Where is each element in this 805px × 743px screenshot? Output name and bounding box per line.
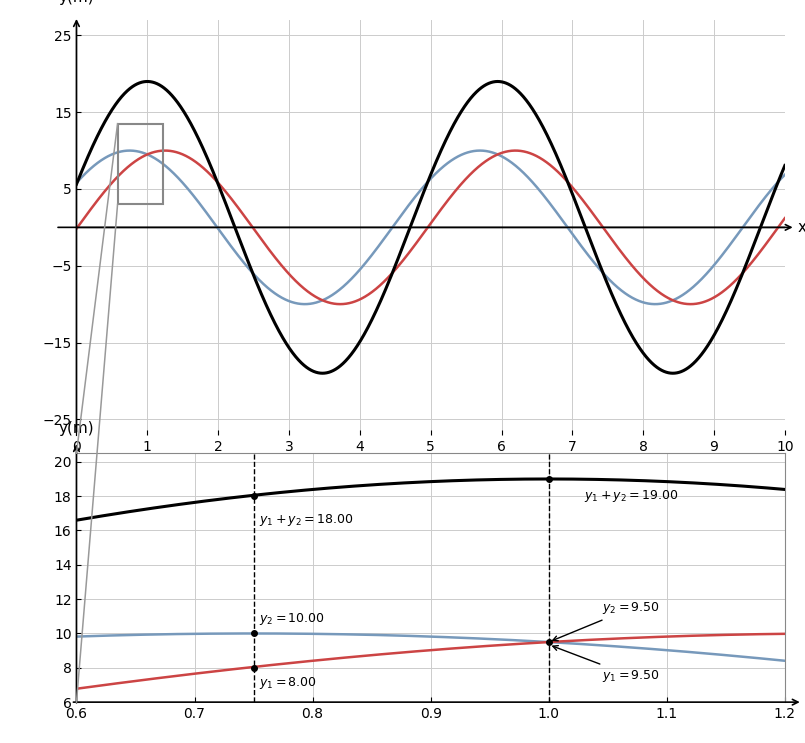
- Bar: [118, 123, 163, 204]
- Text: $y_1 + y_2 = 18.00$: $y_1 + y_2 = 18.00$: [259, 512, 354, 528]
- Text: $y_2 = 9.50$: $y_2 = 9.50$: [553, 600, 660, 640]
- Text: $y_1 + y_2 = 19.00$: $y_1 + y_2 = 19.00$: [584, 487, 679, 504]
- Text: $y_2 = 10.00$: $y_2 = 10.00$: [259, 611, 325, 626]
- Text: x(m): x(m): [798, 220, 805, 235]
- Text: y(m): y(m): [59, 421, 94, 436]
- Text: $y_1 = 9.50$: $y_1 = 9.50$: [553, 646, 660, 684]
- Text: $y_1 = 8.00$: $y_1 = 8.00$: [259, 675, 317, 691]
- Text: y(m): y(m): [59, 0, 94, 4]
